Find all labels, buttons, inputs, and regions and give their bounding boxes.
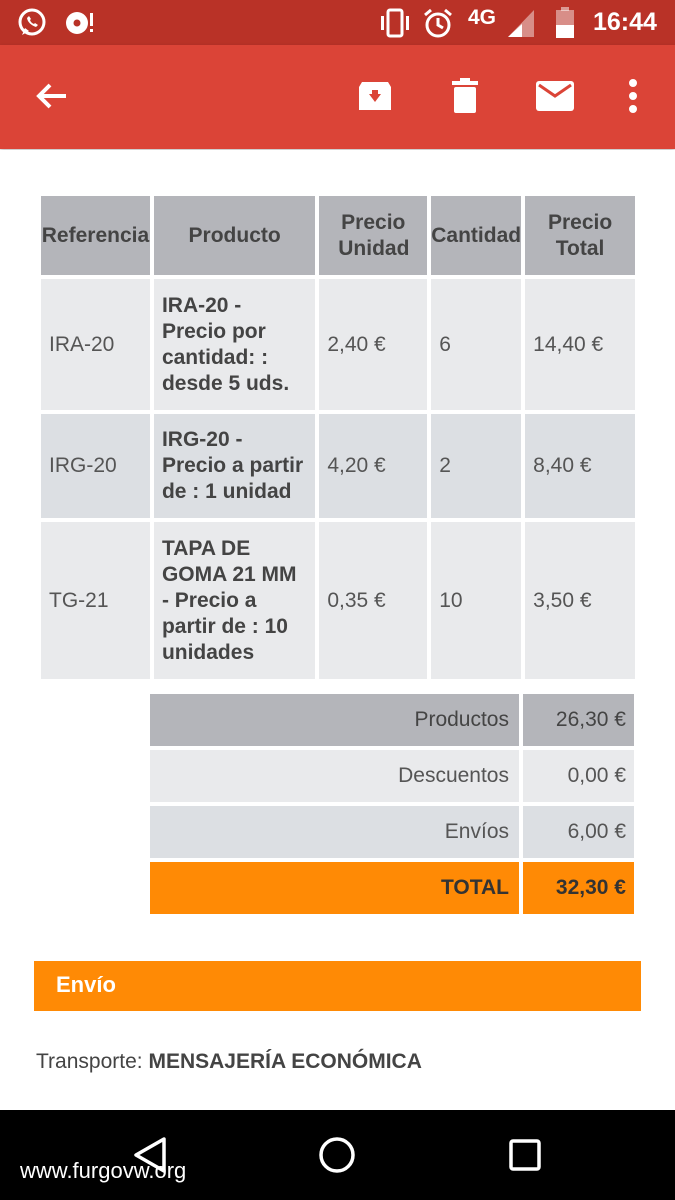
delete-icon[interactable]	[440, 71, 490, 121]
cell-reference: IRG-20	[41, 414, 150, 518]
transport-label: Transporte:	[36, 1050, 143, 1073]
transport-value: MENSAJERÍA ECONÓMICA	[148, 1050, 422, 1073]
home-nav-icon[interactable]	[318, 1136, 356, 1179]
grand-total-value: 32,30 €	[523, 862, 634, 914]
navigation-bar: www.furgovw.org	[0, 1110, 675, 1200]
mail-icon[interactable]	[530, 71, 580, 121]
totals-value: 26,30 €	[523, 694, 634, 746]
cell-total: 3,50 €	[525, 522, 635, 679]
vibrate-icon	[378, 7, 412, 44]
back-nav-icon[interactable]	[132, 1136, 168, 1179]
header-product: Producto	[153, 196, 316, 275]
order-table: Referencia Producto Precio Unidad Cantid…	[37, 192, 639, 683]
totals-label: Descuentos	[150, 750, 519, 802]
cell-unit-price: 4,20 €	[319, 414, 428, 518]
header-total-price: Precio Total	[525, 196, 635, 275]
header-total-price-label: Precio Total	[547, 210, 613, 260]
cell-total: 14,40 €	[525, 279, 635, 410]
cell-total: 8,40 €	[525, 414, 635, 518]
shipping-section-header: Envío	[34, 961, 641, 1011]
totals-summary: Productos 26,30 € Descuentos 0,00 € Enví…	[150, 694, 638, 918]
totals-value: 6,00 €	[523, 806, 634, 858]
cell-product: IRG-20 - Precio a partir de : 1 unidad	[153, 414, 316, 518]
cell-quantity: 6	[431, 279, 522, 410]
cell-quantity: 10	[431, 522, 522, 679]
table-header-row: Referencia Producto Precio Unidad Cantid…	[41, 196, 635, 275]
table-row: IRG-20 IRG-20 - Precio a partir de : 1 u…	[41, 414, 635, 518]
cell-reference: IRA-20	[41, 279, 150, 410]
signal-icon	[506, 7, 536, 44]
transport-line: Transporte: MENSAJERÍA ECONÓMICA	[36, 1050, 422, 1074]
table-row: IRA-20 IRA-20 - Precio por cantidad: : d…	[41, 279, 635, 410]
totals-label: Envíos	[150, 806, 519, 858]
alarm-icon	[422, 7, 454, 44]
cell-reference: TG-21	[41, 522, 150, 679]
totals-label: Productos	[150, 694, 519, 746]
recents-nav-icon[interactable]	[508, 1138, 542, 1177]
header-unit-price-label: Precio Unidad	[338, 210, 410, 260]
disc-icon	[62, 7, 96, 44]
app-bar	[0, 45, 675, 149]
clock: 16:44	[593, 8, 657, 36]
totals-value: 0,00 €	[523, 750, 634, 802]
watermark-text: www.furgovw.org	[20, 1158, 187, 1183]
network-type: 4G	[468, 6, 497, 29]
battery-icon	[554, 7, 576, 44]
cell-product: IRA-20 - Precio por cantidad: : desde 5 …	[153, 279, 316, 410]
cell-unit-price: 2,40 €	[319, 279, 428, 410]
totals-row-shipping: Envíos 6,00 €	[150, 806, 638, 858]
cell-quantity: 2	[431, 414, 522, 518]
grand-total-label: TOTAL	[150, 862, 519, 914]
totals-row-discounts: Descuentos 0,00 €	[150, 750, 638, 802]
cell-unit-price: 0,35 €	[319, 522, 428, 679]
cell-product: TAPA DE GOMA 21 MM - Precio a partir de …	[153, 522, 316, 679]
header-quantity: Cantidad	[431, 196, 522, 275]
more-vert-icon[interactable]	[608, 71, 658, 121]
header-unit-price: Precio Unidad	[319, 196, 428, 275]
totals-row-products: Productos 26,30 €	[150, 694, 638, 746]
status-bar: 4G 16:44	[0, 0, 675, 45]
email-body: Referencia Producto Precio Unidad Cantid…	[0, 150, 675, 1110]
table-row: TG-21 TAPA DE GOMA 21 MM - Precio a part…	[41, 522, 635, 679]
header-reference: Referencia	[41, 196, 150, 275]
whatsapp-icon	[16, 7, 48, 44]
totals-row-grand-total: TOTAL 32,30 €	[150, 862, 638, 914]
archive-icon[interactable]	[350, 71, 400, 121]
arrow-back-icon[interactable]	[27, 71, 77, 121]
